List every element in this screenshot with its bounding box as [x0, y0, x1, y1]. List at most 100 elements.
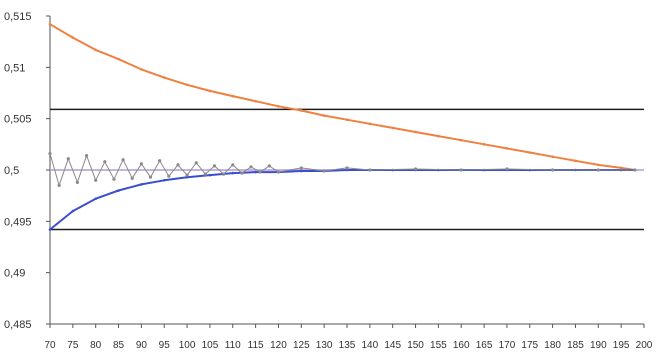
x-tick-label: 100: [179, 340, 196, 351]
data-point: [414, 167, 417, 170]
data-point: [300, 166, 303, 169]
data-point: [277, 105, 280, 108]
x-tick-label: 125: [293, 340, 310, 351]
data-point: [346, 118, 349, 121]
data-point: [240, 171, 243, 174]
data-point: [131, 177, 134, 180]
data-point: [574, 159, 577, 162]
data-point: [277, 170, 280, 173]
data-point: [506, 147, 509, 150]
data-point: [67, 157, 70, 160]
x-tick-label: 175: [521, 340, 538, 351]
data-point: [259, 170, 262, 173]
y-tick-label: 0,515: [4, 11, 32, 23]
data-point: [209, 90, 212, 93]
data-point: [551, 168, 554, 171]
x-tick-label: 160: [453, 340, 470, 351]
x-tick-label: 80: [90, 340, 102, 351]
x-tick-label: 110: [225, 340, 241, 351]
data-point: [76, 181, 79, 184]
y-tick-label: 0,485: [4, 319, 32, 331]
data-point: [72, 210, 75, 213]
data-point: [117, 58, 120, 61]
data-point: [222, 173, 225, 176]
data-point: [140, 183, 143, 186]
data-point: [368, 168, 371, 171]
x-tick-label: 155: [430, 340, 447, 351]
x-tick-label: 90: [136, 340, 148, 351]
y-tick-label: 0,495: [4, 216, 32, 228]
data-point: [323, 114, 326, 117]
data-point: [158, 159, 161, 162]
data-point: [483, 143, 486, 146]
x-tick-label: 140: [362, 340, 379, 351]
data-point: [254, 100, 257, 103]
data-point: [300, 170, 303, 173]
data-point: [163, 179, 166, 182]
x-tick-label: 195: [613, 340, 630, 351]
y-tick-label: 0,49: [4, 268, 25, 280]
data-point: [140, 68, 143, 71]
data-point: [597, 168, 600, 171]
data-point: [94, 179, 97, 182]
data-point: [231, 172, 234, 175]
x-tick-label: 190: [590, 340, 607, 351]
data-point: [94, 197, 97, 200]
x-tick-label: 200: [636, 340, 653, 351]
x-tick-labels: 70 75 80 85 90 95 100 105 110 115 120 125 130 135 140 1…: [44, 340, 652, 351]
data-point: [414, 131, 417, 134]
data-point: [186, 83, 189, 86]
data-point: [209, 174, 212, 177]
y-tick-label: 0,505: [4, 114, 32, 126]
data-point: [49, 228, 52, 231]
data-point: [231, 163, 234, 166]
y-tick-label: 0,5: [4, 165, 19, 177]
y-tick-label: 0,51: [4, 62, 25, 74]
x-tick-label: 170: [499, 340, 516, 351]
x-tick-label: 130: [316, 340, 333, 351]
x-tick-label: 185: [567, 340, 584, 351]
data-point: [58, 184, 61, 187]
y-tick-labels: 0,485 0,49 0,495 0,5 0,505 0,51 0,515: [4, 11, 32, 331]
x-tick-label: 120: [270, 340, 287, 351]
data-point: [167, 175, 170, 178]
data-point: [597, 164, 600, 167]
data-point: [185, 174, 188, 177]
data-point: [94, 49, 97, 52]
x-tick-label: 70: [44, 340, 56, 351]
x-tick-label: 85: [113, 340, 125, 351]
x-tick-label: 150: [407, 340, 424, 351]
data-point: [117, 189, 120, 192]
data-point: [103, 160, 106, 163]
data-point: [112, 178, 115, 181]
series-group: [48, 23, 636, 231]
data-point: [249, 165, 252, 168]
data-point: [195, 161, 198, 164]
data-point: [72, 36, 75, 39]
x-tick-label: 135: [339, 340, 356, 351]
data-point: [369, 123, 372, 126]
data-point: [268, 164, 271, 167]
data-point: [300, 109, 303, 112]
data-point: [633, 168, 636, 171]
series-line: [50, 24, 635, 170]
x-tick-label: 180: [544, 340, 561, 351]
data-point: [323, 169, 326, 172]
data-point: [213, 164, 216, 167]
x-tick-label: 115: [248, 340, 264, 351]
data-point: [254, 171, 257, 174]
data-point: [551, 155, 554, 158]
data-point: [163, 76, 166, 79]
data-point: [85, 154, 88, 157]
data-point: [49, 23, 52, 26]
data-point: [345, 166, 348, 169]
data-point: [48, 152, 51, 155]
data-point: [176, 163, 179, 166]
data-point: [231, 95, 234, 98]
data-point: [460, 168, 463, 171]
data-point: [391, 127, 394, 130]
x-tick-label: 75: [67, 340, 79, 351]
data-point: [437, 135, 440, 138]
